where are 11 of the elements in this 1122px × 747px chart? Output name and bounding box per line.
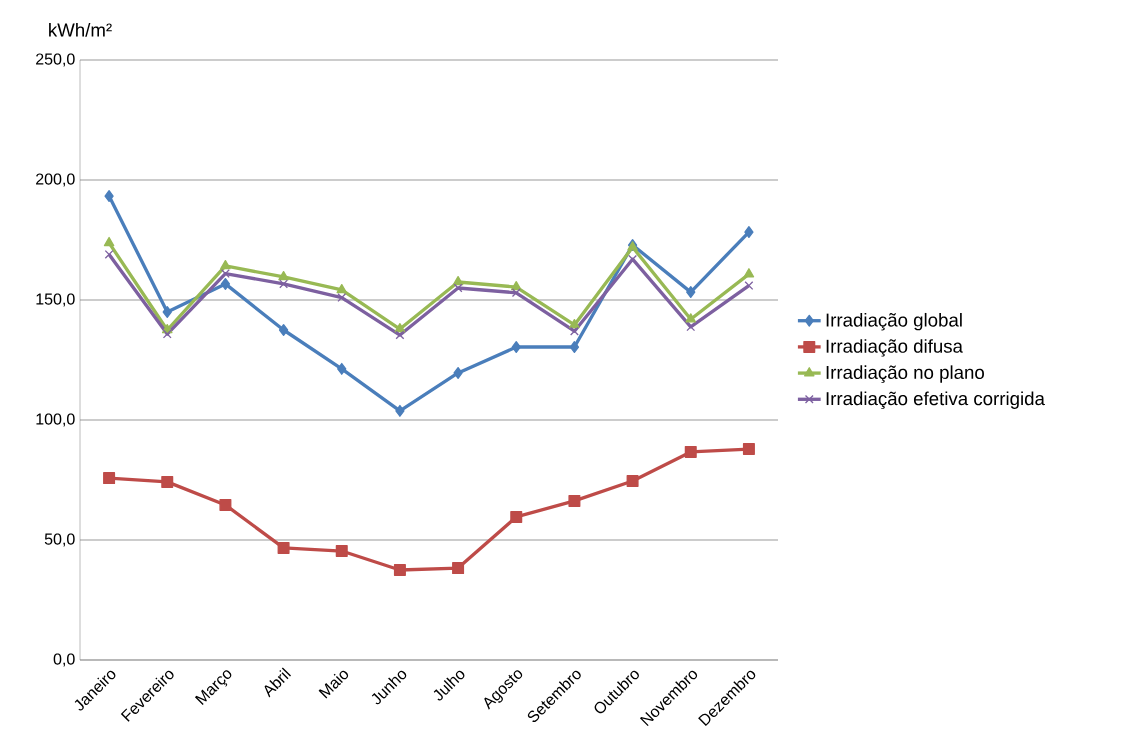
legend-label: Irradiação global — [826, 312, 962, 331]
y-tick-label: 0,0 — [53, 653, 75, 667]
legend-label: Irradiação no plano — [826, 365, 984, 383]
y-tick-label: 50,0 — [44, 533, 75, 547]
y-tick-label: 150,0 — [36, 293, 75, 307]
y-axis-title: kWh/m² — [49, 22, 112, 37]
legend-label: Irradiação difusa — [826, 339, 963, 357]
y-tick-label: 250,0 — [36, 53, 75, 67]
y-tick-label: 200,0 — [36, 173, 75, 187]
y-tick-label: 100,0 — [36, 413, 75, 427]
legend-label: Irradiação efetiva corrigida — [826, 391, 1045, 409]
